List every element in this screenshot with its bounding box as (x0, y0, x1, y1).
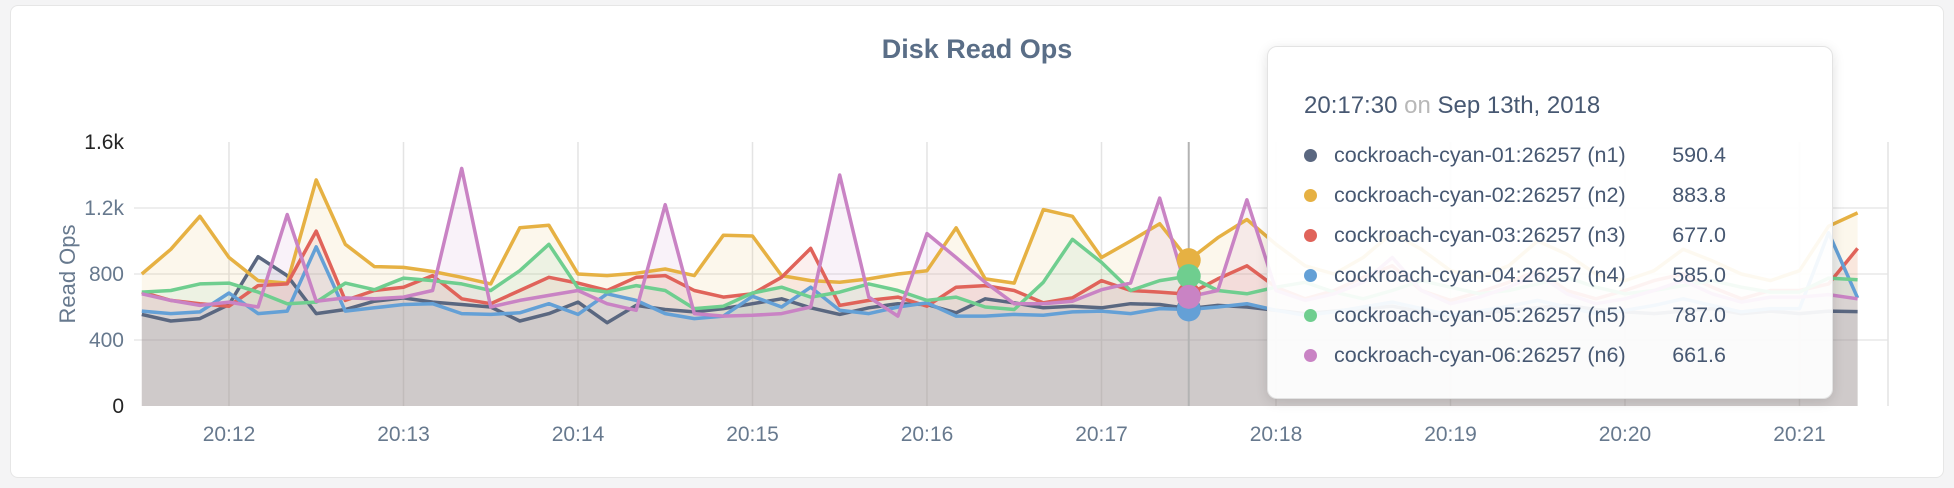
x-tick-label: 20:16 (901, 423, 954, 446)
y-tick-label: 1.6k (84, 131, 124, 154)
y-tick-label: 1.2k (84, 197, 124, 220)
series-value: 883.8 (1672, 182, 1726, 207)
chart-tooltip: 20:17:30 on Sep 13th, 2018 cockroach-cya… (1267, 46, 1833, 399)
y-tick-label: 0 (112, 395, 124, 418)
tooltip-series-row: cockroach-cyan-05:26257 (n5) 787.0 (1304, 295, 1796, 335)
series-dot-icon (1304, 188, 1317, 202)
chart-panel: Disk Read Ops Read Ops 0 400 800 1.2k 1.6k 20… (10, 5, 1944, 478)
series-label: cockroach-cyan-01:26257 (n1) (1334, 142, 1626, 167)
series-label: cockroach-cyan-06:26257 (n6) (1334, 342, 1626, 367)
series-dot-icon (1304, 268, 1317, 282)
series-value: 661.6 (1672, 342, 1726, 367)
tooltip-series-row: cockroach-cyan-03:26257 (n3) 677.0 (1304, 215, 1796, 255)
series-value: 677.0 (1672, 222, 1726, 247)
x-tick-label: 20:21 (1773, 423, 1826, 446)
series-label: cockroach-cyan-03:26257 (n3) (1334, 222, 1626, 247)
x-tick-label: 20:14 (552, 423, 605, 446)
hover-point-dot (1176, 264, 1201, 289)
tooltip-date: Sep 13th, 2018 (1437, 92, 1601, 119)
chart-title: Disk Read Ops (881, 34, 1073, 64)
x-tick-label: 20:12 (203, 423, 256, 446)
x-tick-label: 20:15 (726, 423, 779, 446)
series-value: 585.0 (1672, 262, 1726, 287)
series-dot-icon (1304, 308, 1317, 322)
x-tick-label: 20:18 (1250, 423, 1303, 446)
tooltip-title: 20:17:30 on Sep 13th, 2018 (1304, 91, 1796, 121)
hover-point-dot (1176, 284, 1201, 309)
y-tick-label: 800 (89, 263, 124, 286)
series-label: cockroach-cyan-02:26257 (n2) (1334, 182, 1626, 207)
series-dot-icon (1304, 348, 1317, 362)
tooltip-series-row: cockroach-cyan-06:26257 (n6) 661.6 (1304, 335, 1796, 375)
x-tick-label: 20:17 (1075, 423, 1128, 446)
series-label: cockroach-cyan-05:26257 (n5) (1334, 302, 1626, 327)
y-tick-label: 400 (89, 329, 124, 352)
series-label: cockroach-cyan-04:26257 (n4) (1334, 262, 1626, 287)
series-value: 787.0 (1672, 302, 1726, 327)
tooltip-time: 20:17:30 (1304, 92, 1398, 119)
x-tick-label: 20:20 (1599, 423, 1652, 446)
tooltip-conjunction: on (1404, 92, 1431, 119)
x-tick-label: 20:19 (1424, 423, 1477, 446)
tooltip-series-row: cockroach-cyan-02:26257 (n2) 883.8 (1304, 175, 1796, 215)
series-value: 590.4 (1672, 142, 1726, 167)
tooltip-series-row: cockroach-cyan-01:26257 (n1) 590.4 (1304, 135, 1796, 175)
x-tick-label: 20:13 (377, 423, 430, 446)
tooltip-series-row: cockroach-cyan-04:26257 (n4) 585.0 (1304, 255, 1796, 295)
series-dot-icon (1304, 148, 1317, 162)
series-dot-icon (1304, 228, 1317, 242)
